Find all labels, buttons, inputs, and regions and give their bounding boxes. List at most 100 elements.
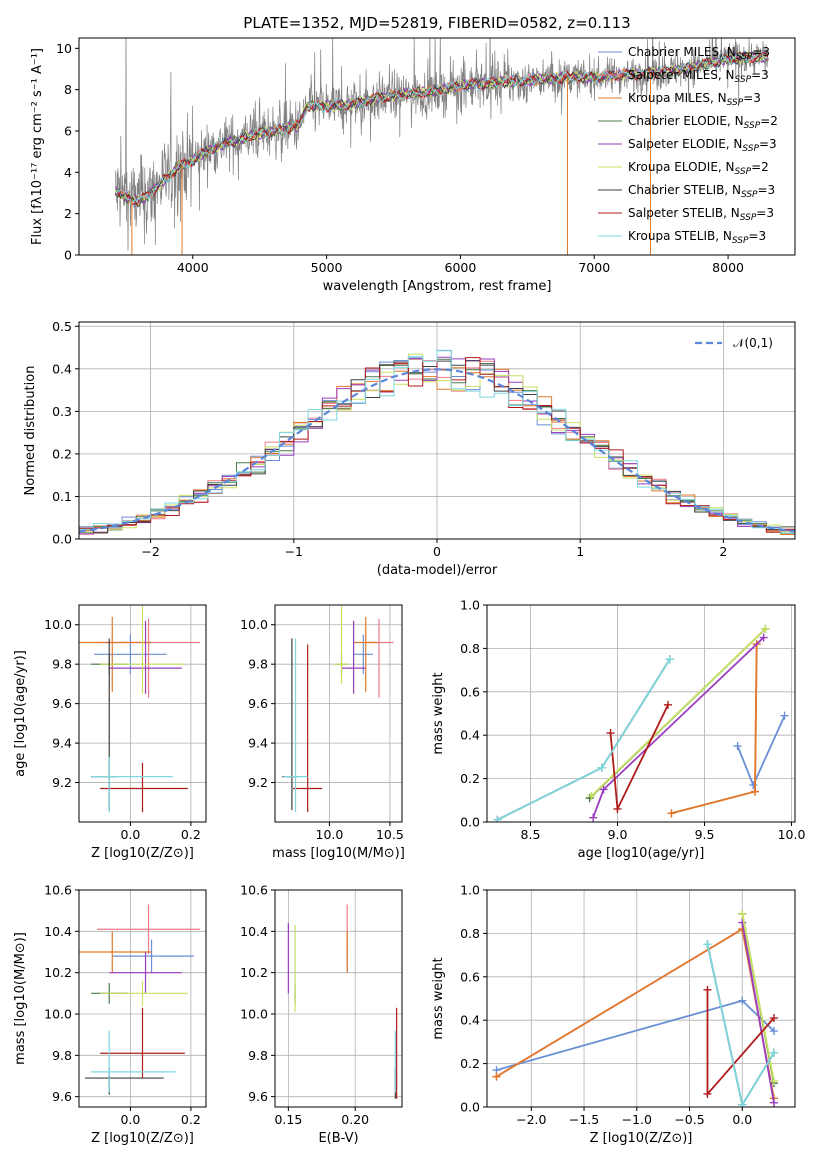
- y-axis-label: mass [log10(M/M⊙)]: [13, 932, 28, 1065]
- weight-marker-4: [589, 813, 598, 822]
- y-tick-label: 10.4: [44, 924, 72, 939]
- x-tick-label: −1.0: [622, 1112, 652, 1127]
- y-tick-label: 9.4: [248, 736, 268, 751]
- weight-marker-7: [769, 1014, 778, 1023]
- x-tick-label: 6000: [445, 260, 477, 275]
- x-tick-label: 8000: [712, 260, 744, 275]
- y-tick-label: 0.4: [460, 728, 480, 743]
- plot-area: [79, 605, 200, 813]
- legend-entry-2: Kroupa MILES, NSSP=3: [628, 91, 761, 108]
- x-tick-label: 9.0: [608, 827, 628, 842]
- weight-line-7: [609, 704, 669, 813]
- weight-marker-5: [761, 624, 770, 633]
- weight-marker-0: [733, 742, 742, 751]
- y-tick-label: 9.8: [248, 657, 268, 672]
- weight-line-2: [671, 644, 758, 815]
- model-line-7: [114, 50, 769, 206]
- weight-marker-7: [613, 804, 622, 813]
- x-axis-label: age [log10(age/yr)]: [578, 846, 705, 861]
- y-tick-label: 0.4: [52, 361, 72, 376]
- y-axis-label: Flux [fλ10⁻¹⁷ erg cm⁻² s⁻¹ A⁻¹]: [30, 48, 45, 245]
- y-tick-label: 9.8: [52, 657, 72, 672]
- normal-curve: [79, 368, 795, 533]
- y-axis-label: Normed distribution: [23, 366, 38, 496]
- y-tick-label: 0.8: [460, 926, 480, 941]
- model-line-4: [114, 51, 769, 204]
- x-tick-label: 5000: [311, 260, 343, 275]
- weight-line-4: [741, 922, 775, 1103]
- panel-age_vs_Z: 0.0 0.2 9.2 9.4 9.6 9.8 10.0 Z [log10(Z/Z⊙)] age…: [13, 604, 207, 861]
- y-tick-label: 0.4: [460, 1013, 480, 1028]
- axes-frame: [486, 604, 796, 823]
- legend-entry-4: Salpeter ELODIE, NSSP=3: [628, 137, 777, 154]
- y-tick-label: 10.2: [240, 965, 268, 980]
- y-axis-label: age [log10(age/yr)]: [13, 650, 28, 777]
- weight-marker-0: [780, 711, 789, 720]
- y-tick-label: 10.6: [240, 883, 268, 898]
- model-line-6: [114, 50, 769, 208]
- y-tick-label: 1.0: [460, 883, 480, 898]
- x-tick-label: −1.5: [569, 1112, 599, 1127]
- x-axis-label: E(B-V): [318, 1131, 358, 1146]
- x-tick-label: 10.0: [778, 827, 806, 842]
- x-tick-label: 9.5: [695, 827, 715, 842]
- x-tick-label: 1: [576, 544, 584, 559]
- weight-line-1: [496, 927, 775, 1099]
- y-tick-label: 2: [64, 206, 72, 221]
- plot-area: [492, 909, 778, 1107]
- weight-marker-2: [667, 809, 676, 818]
- plot-area: [79, 904, 200, 1095]
- y-tick-label: 0.6: [460, 969, 480, 984]
- histogram-2: [79, 358, 795, 535]
- y-tick-label: 0.2: [52, 446, 72, 461]
- weight-marker-4: [759, 633, 768, 642]
- weight-marker-4: [738, 918, 747, 927]
- y-tick-label: 0.6: [460, 684, 480, 699]
- weight-marker-8: [597, 763, 606, 772]
- y-tick-label: 10.0: [240, 617, 268, 632]
- legend-entry-1: Salpeter MILES, NSSP=3: [628, 68, 769, 85]
- weight-marker-0: [738, 996, 747, 1005]
- histogram-8: [79, 350, 795, 534]
- y-tick-label: 0.3: [52, 404, 72, 419]
- x-tick-label: 10.0: [316, 827, 344, 842]
- weight-line-5: [590, 628, 767, 797]
- legend-entry-3: Chabrier ELODIE, NSSP=2: [628, 114, 778, 131]
- x-tick-label: 0.20: [341, 1112, 369, 1127]
- x-tick-label: −2.0: [516, 1112, 546, 1127]
- y-tick-label: 9.8: [248, 1048, 268, 1063]
- x-tick-label: 4000: [177, 260, 209, 275]
- y-tick-label: 6: [64, 124, 72, 139]
- y-tick-label: 9.6: [248, 696, 268, 711]
- y-tick-label: 10.2: [44, 965, 72, 980]
- plot-area: [282, 605, 394, 813]
- weight-marker-7: [663, 700, 672, 709]
- y-tick-label: 0.8: [460, 641, 480, 656]
- weight-line-5: [741, 913, 775, 1082]
- y-tick-label: 10.0: [240, 1007, 268, 1022]
- legend-entry-8: Kroupa STELIB, NSSP=3: [628, 229, 766, 246]
- plot-area: [287, 904, 398, 1099]
- panel-mass_weight_vs_age: 8.5 9.0 9.5 10.0 0.0 0.2 0.4 0.6 0.8 1.0 age [log1…: [431, 598, 805, 862]
- x-tick-label: 0.0: [732, 1112, 752, 1127]
- weight-marker-7: [703, 1089, 712, 1098]
- y-tick-label: 10.4: [240, 924, 268, 939]
- panel-mass_vs_ebv: 0.15 0.20 9.6 9.8 10.0 10.2 10.4 10.6 E(B-V): [240, 883, 403, 1146]
- y-tick-label: 0.0: [460, 1100, 480, 1115]
- x-tick-label: 8.5: [521, 827, 541, 842]
- panel-age_vs_mass: 10.0 10.5 9.2 9.4 9.6 9.8 10.0 mass [log10(M/M⊙…: [240, 604, 405, 861]
- panel-residuals: −2 −1 0 1 2 0.0 0.1 0.2 0.3 0.4 0.5 (data-model)/er…: [23, 319, 796, 578]
- y-tick-label: 9.2: [52, 775, 72, 790]
- y-tick-label: 9.8: [52, 1048, 72, 1063]
- y-tick-label: 0.2: [460, 771, 480, 786]
- x-axis-label: mass [log10(M/M⊙)]: [272, 846, 405, 861]
- weight-marker-5: [738, 909, 747, 918]
- axes-frame: [274, 604, 403, 823]
- figure-title: PLATE=1352, MJD=52819, FIBERID=0582, z=0…: [243, 14, 630, 32]
- legend-entry-6: Chabrier STELIB, NSSP=3: [628, 183, 775, 200]
- y-tick-label: 0.1: [52, 489, 72, 504]
- spectrum-data-line: [114, 38, 769, 251]
- y-tick-label: 8: [64, 82, 72, 97]
